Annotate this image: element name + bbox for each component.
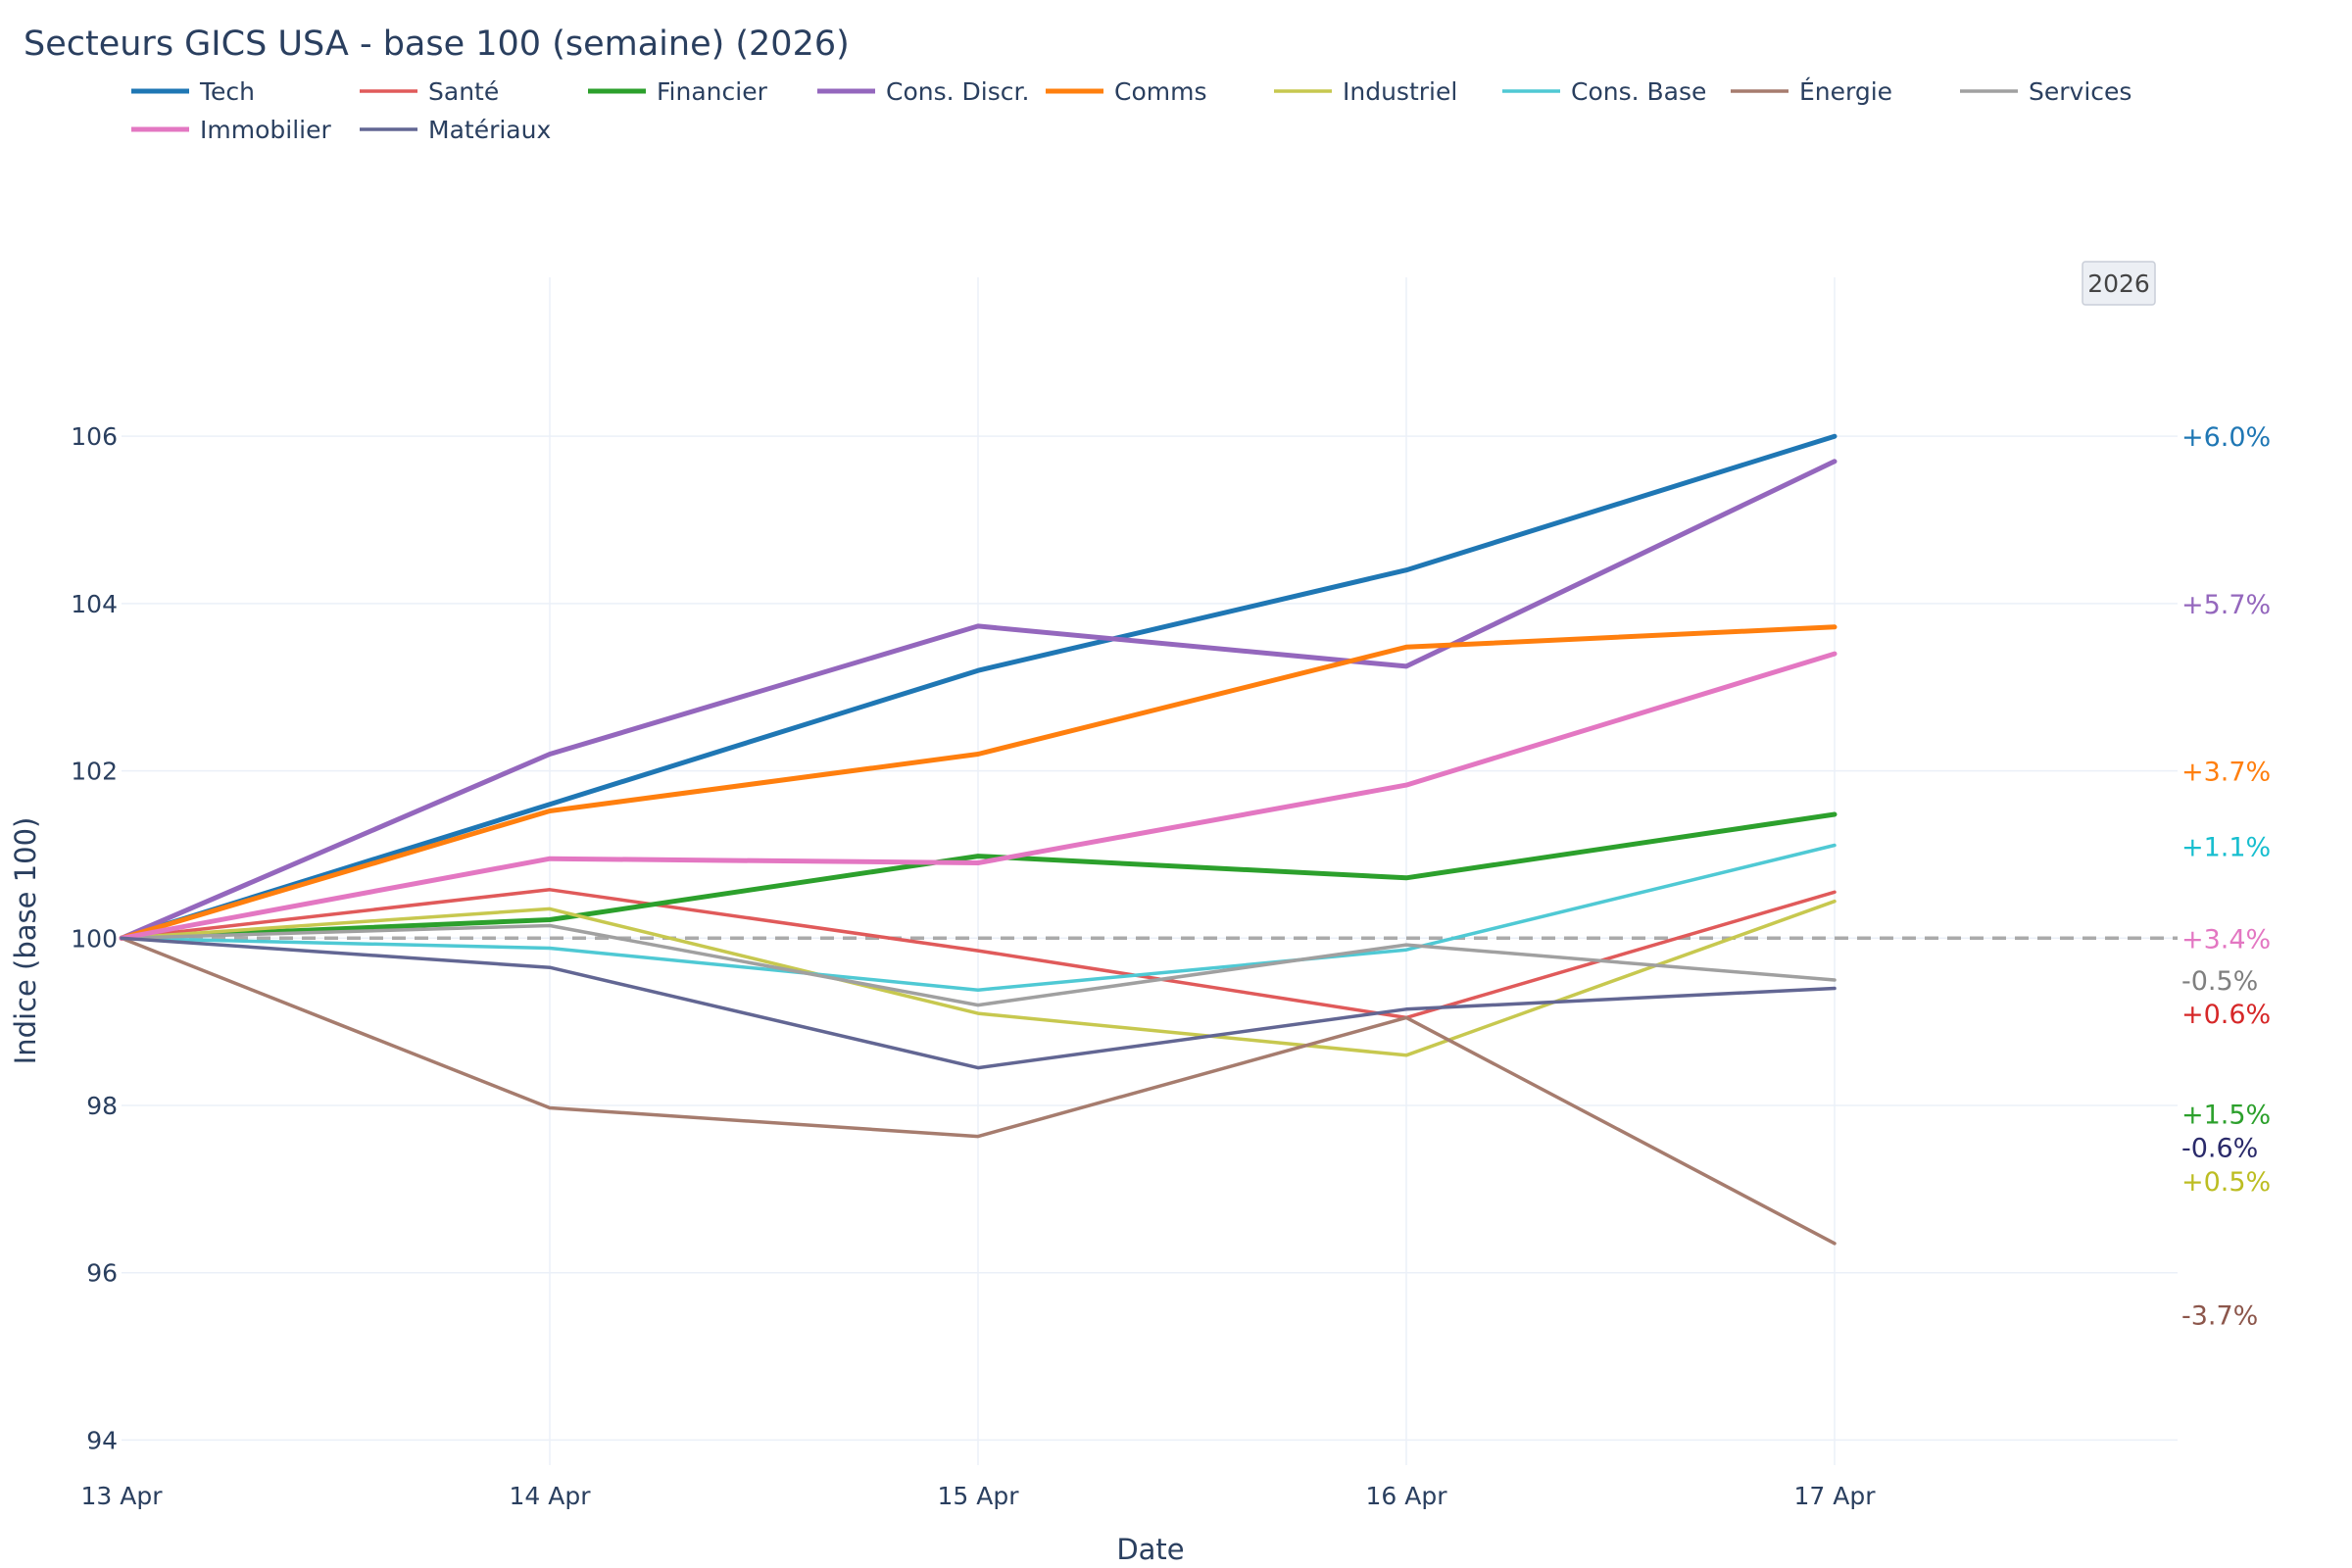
series-line[interactable] — [119, 459, 1838, 941]
legend-item[interactable]: Industriel — [1274, 77, 1457, 106]
end-label: +3.4% — [2181, 924, 2271, 955]
end-label: -0.5% — [2181, 966, 2258, 997]
x-tick-label: 17 Apr — [1793, 1482, 1876, 1510]
end-label: -0.6% — [2181, 1134, 2258, 1164]
legend-label: Cons. Discr. — [886, 77, 1029, 106]
legend-item[interactable]: Matériaux — [360, 116, 551, 144]
end-label: +6.0% — [2181, 422, 2271, 453]
legend-item[interactable]: Cons. Base — [1502, 77, 1706, 106]
end-label: +5.7% — [2181, 590, 2271, 620]
end-label: +0.5% — [2181, 1167, 2271, 1198]
tick-labels: 94 96 98 100 102 104 106 13 Apr 14 Apr 15 Apr 16 A… — [71, 422, 1876, 1510]
series-line[interactable] — [119, 433, 1838, 941]
y-tick-label: 100 — [71, 924, 118, 953]
x-tick-label: 16 Apr — [1365, 1482, 1447, 1510]
legend-label: Tech — [199, 77, 255, 106]
end-label: -3.7% — [2181, 1300, 2258, 1331]
y-tick-label: 98 — [86, 1092, 118, 1120]
end-labels: +6.0% +0.6% +1.5% +5.7% +3.7% +0.5% +1.1% -3.7%… — [2181, 422, 2271, 1331]
legend-item[interactable]: Comms — [1046, 77, 1206, 106]
legend-label: Cons. Base — [1571, 77, 1706, 106]
series-line[interactable] — [119, 811, 1838, 941]
legend-item[interactable]: Tech — [131, 77, 255, 106]
y-tick-label: 102 — [71, 758, 118, 786]
legend-label: Énergie — [1799, 77, 1892, 106]
x-axis-title: Date — [1116, 1533, 1184, 1566]
gridlines — [122, 277, 2178, 1465]
y-tick-label: 96 — [86, 1259, 118, 1288]
series-line[interactable] — [120, 843, 1837, 992]
series-line[interactable] — [120, 936, 1837, 1070]
legend-label: Industriel — [1343, 77, 1457, 106]
series-lines — [119, 433, 1838, 1246]
legend-label: Comms — [1114, 77, 1206, 106]
year-badge-box — [2082, 261, 2156, 306]
legend-item[interactable]: Santé — [360, 77, 499, 106]
x-tick-label: 14 Apr — [509, 1482, 591, 1510]
chart-title: Secteurs GICS USA - base 100 (semaine) (… — [24, 24, 850, 64]
end-label: +3.7% — [2181, 758, 2271, 788]
x-tick-label: 13 Apr — [80, 1482, 163, 1510]
legend-label: Financier — [657, 77, 768, 106]
series-line[interactable] — [120, 888, 1837, 1020]
y-axis-title: Indice (base 100) — [9, 817, 42, 1065]
end-label: +1.5% — [2181, 1101, 2271, 1131]
legend-item[interactable]: Financier — [588, 77, 768, 106]
legend-label: Matériaux — [428, 116, 551, 144]
legend-item[interactable]: Services — [1960, 77, 2132, 106]
legend-label: Immobilier — [200, 116, 331, 144]
y-tick-label: 106 — [71, 422, 118, 451]
legend-item[interactable]: Cons. Discr. — [817, 77, 1029, 106]
legend[interactable]: Tech Santé Financier Cons. Discr. Comms Indus… — [131, 77, 2132, 144]
year-badge-label: 2026 — [2087, 270, 2150, 298]
series-line[interactable] — [120, 923, 1837, 1007]
y-tick-label: 94 — [86, 1426, 118, 1454]
year-badge: 2026 — [2082, 261, 2156, 306]
legend-item[interactable]: Énergie — [1731, 77, 1892, 106]
y-tick-label: 104 — [71, 590, 118, 618]
end-label: +0.6% — [2181, 1000, 2271, 1030]
series-line[interactable] — [119, 624, 1838, 941]
legend-label: Santé — [428, 77, 499, 106]
end-label: +1.1% — [2181, 832, 2271, 862]
legend-item[interactable]: Immobilier — [131, 116, 331, 144]
x-tick-label: 15 Apr — [937, 1482, 1019, 1510]
series-line[interactable] — [120, 936, 1837, 1246]
legend-label: Services — [2029, 77, 2132, 106]
series-line[interactable] — [119, 651, 1838, 941]
